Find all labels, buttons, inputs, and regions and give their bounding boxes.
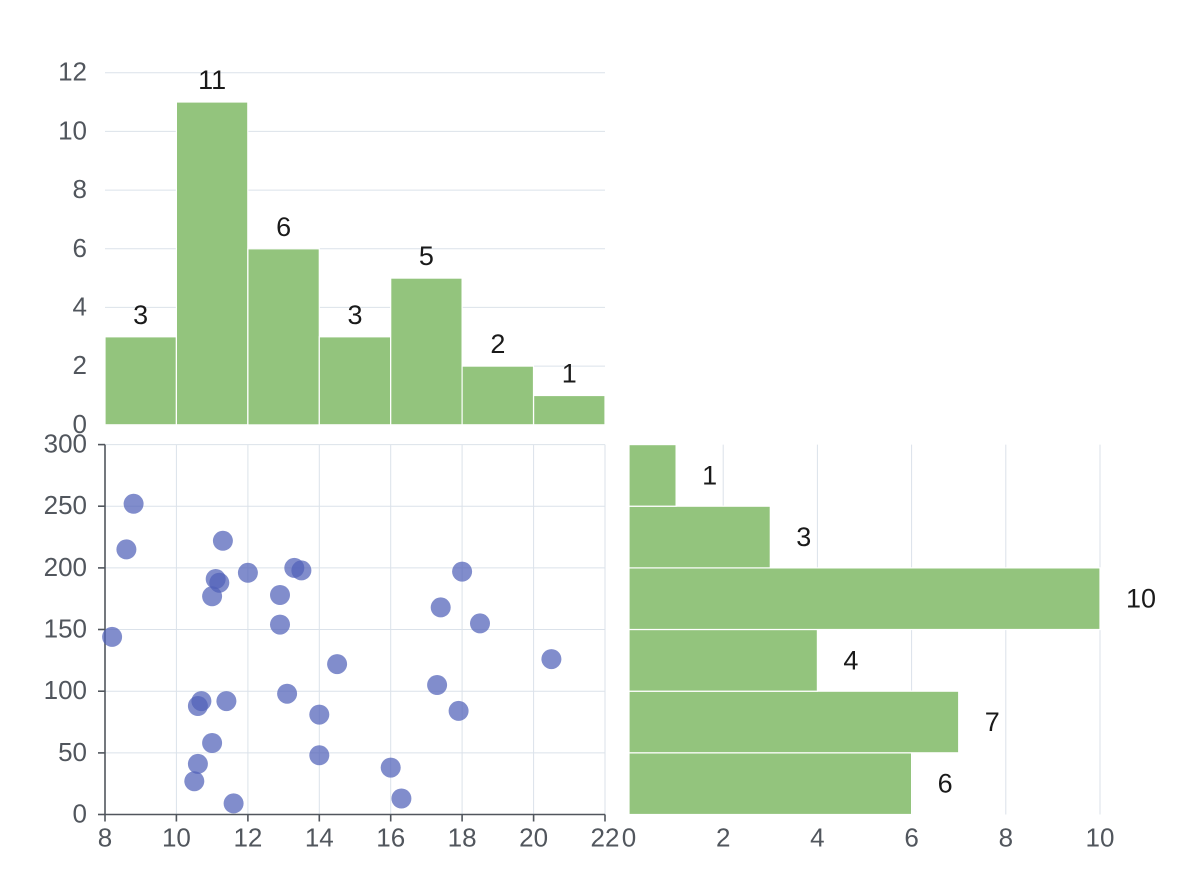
svg-text:12: 12	[58, 57, 87, 87]
svg-text:100: 100	[44, 675, 87, 705]
svg-text:4: 4	[843, 645, 858, 675]
svg-text:12: 12	[233, 823, 262, 853]
svg-text:4: 4	[810, 823, 824, 853]
svg-text:1: 1	[702, 460, 717, 490]
svg-text:0: 0	[73, 799, 87, 829]
svg-text:50: 50	[58, 737, 87, 767]
svg-text:1: 1	[562, 359, 577, 389]
svg-text:10: 10	[1086, 823, 1115, 853]
svg-text:200: 200	[44, 552, 87, 582]
svg-text:14: 14	[305, 823, 334, 853]
svg-text:8: 8	[999, 823, 1013, 853]
svg-text:6: 6	[73, 233, 87, 263]
svg-text:22: 22	[591, 823, 620, 853]
svg-text:8: 8	[73, 174, 87, 204]
svg-text:6: 6	[904, 823, 918, 853]
svg-text:4: 4	[73, 291, 87, 321]
svg-text:11: 11	[198, 65, 226, 95]
svg-text:20: 20	[519, 823, 548, 853]
svg-text:0: 0	[622, 823, 636, 853]
svg-text:2: 2	[716, 823, 730, 853]
svg-text:10: 10	[58, 115, 87, 145]
svg-text:18: 18	[448, 823, 477, 853]
svg-text:8: 8	[98, 823, 112, 853]
svg-text:6: 6	[276, 212, 291, 242]
svg-text:2: 2	[490, 329, 505, 359]
svg-text:300: 300	[44, 429, 87, 459]
svg-text:6: 6	[938, 769, 953, 799]
svg-text:2: 2	[73, 350, 87, 380]
svg-text:10: 10	[1126, 584, 1156, 614]
svg-text:16: 16	[376, 823, 405, 853]
svg-text:7: 7	[985, 707, 1000, 737]
svg-text:3: 3	[347, 300, 362, 330]
svg-text:5: 5	[419, 241, 434, 271]
svg-text:250: 250	[44, 490, 87, 520]
svg-text:3: 3	[133, 300, 148, 330]
svg-text:3: 3	[796, 522, 811, 552]
svg-text:150: 150	[44, 614, 87, 644]
svg-text:10: 10	[162, 823, 191, 853]
